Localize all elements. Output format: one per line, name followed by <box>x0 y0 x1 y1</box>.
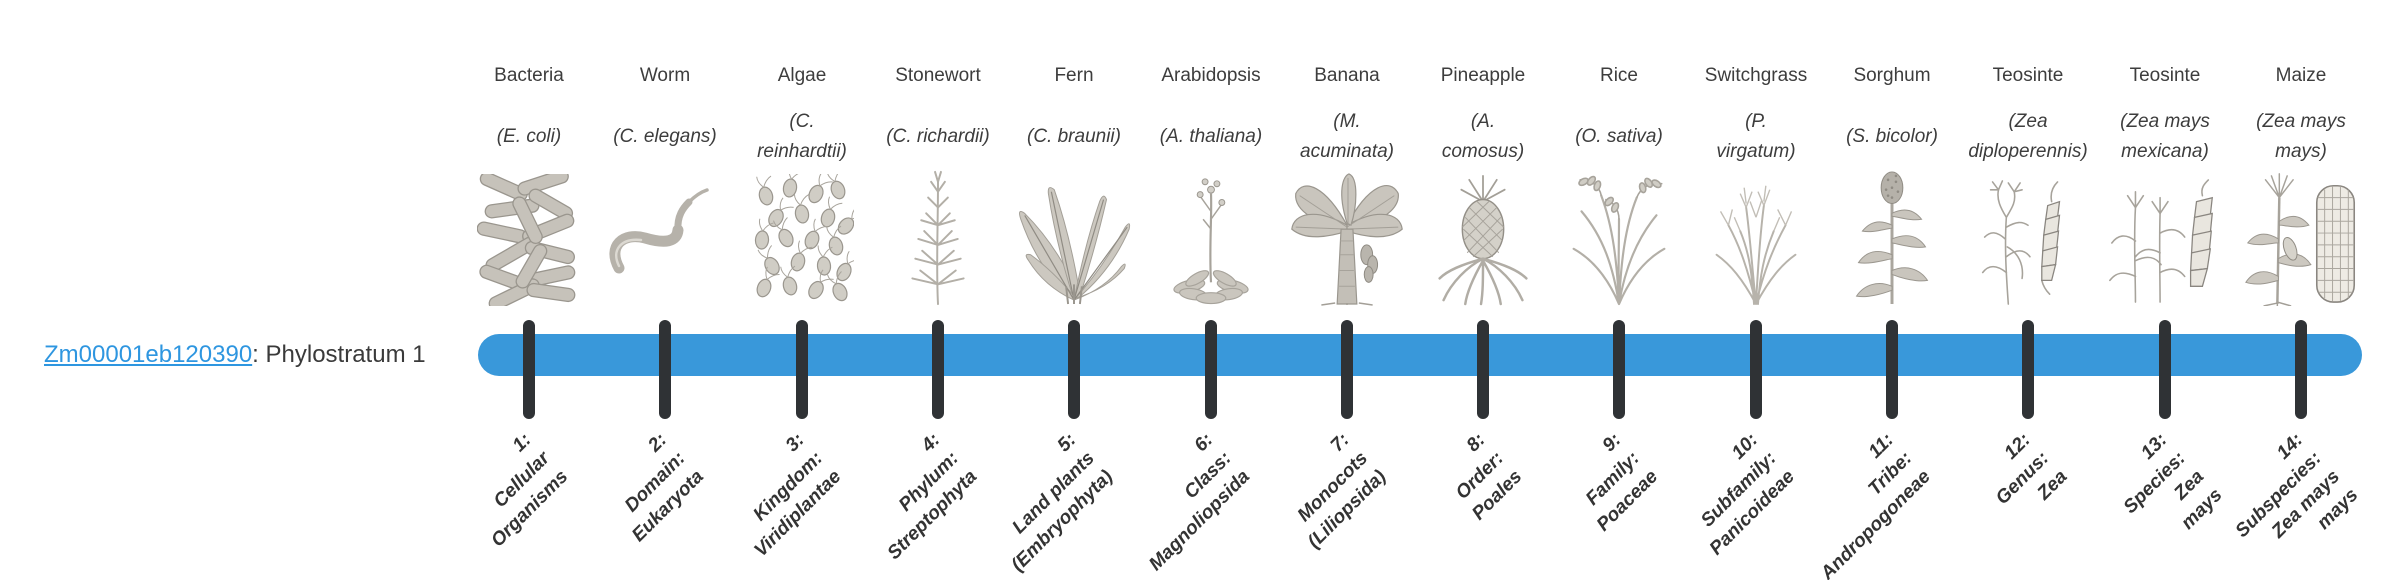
stratum-rank-label: 12: Genus: Zea <box>1991 429 2072 509</box>
stratum-rank-label: 14: Subspecies: Zea mays mays <box>2231 429 2363 543</box>
sorghum-icon <box>1824 166 1960 306</box>
organism-scientific-name: (C. braunii) <box>1027 126 1121 147</box>
organism-common-name: Sorghum <box>1853 65 1931 86</box>
organism-scientific-name: (C. elegans) <box>613 126 717 147</box>
switchgrass-icon <box>1688 166 1824 306</box>
organism-scientific-name: (A. comosus) <box>1441 111 1525 162</box>
stratum-tick <box>1477 320 1489 419</box>
stratum-rank-label: 2: Domain: Eukaryota <box>621 429 709 546</box>
organism-common-name: Fern <box>1054 65 1094 86</box>
pineapple-icon <box>1415 166 1551 306</box>
stratum-column: Fern (C. braunii) 5: Land plants (Embryo… <box>1006 0 1142 580</box>
stratum-column: Stonewort (C. richardii) 4: Phylum: Stre… <box>870 0 1006 580</box>
fern-icon <box>1006 166 1142 306</box>
stratum-column: Worm (C. elegans) 2: Domain: Eukaryota <box>597 0 733 580</box>
organism-common-name: Maize <box>2275 65 2327 86</box>
worm-icon <box>597 166 733 306</box>
stratum-rank-label: 10: Subfamily: Panicoideae <box>1697 429 1800 560</box>
stratum-tick <box>1886 320 1898 419</box>
organism-common-name: Arabidopsis <box>1161 65 1261 86</box>
stratum-column: Pineapple (A. comosus) 8: Order: Poales <box>1415 0 1551 580</box>
organism-common-name: Switchgrass <box>1704 65 1808 86</box>
organism-scientific-name: (P. virgatum) <box>1716 111 1796 162</box>
organism-scientific-name: (A. thaliana) <box>1159 126 1263 147</box>
organism-common-name: Algae <box>777 65 827 86</box>
stratum-tick <box>2159 320 2171 419</box>
teosinte-diploperennis-icon <box>1960 166 2096 306</box>
arabidopsis-icon <box>1143 166 1279 306</box>
organism-common-name: Teosinte <box>1992 65 2064 86</box>
organism-scientific-name: (E. coli) <box>496 126 562 147</box>
stratum-rank-label: 7: Monocots (Liliopsida) <box>1293 429 1391 553</box>
rice-icon <box>1551 166 1687 306</box>
organism-scientific-name: (Zea mays mexicana) <box>2120 111 2210 162</box>
stratum-column: Banana (M. acuminata) 7: Monocots (Lilio… <box>1279 0 1415 580</box>
organism-scientific-name: (C. reinhardtii) <box>757 111 847 162</box>
stratum-column: Sorghum (S. bicolor) 11: Tribe: Andropog… <box>1817 0 1960 580</box>
organism-common-name: Pineapple <box>1440 65 1526 86</box>
banana-icon <box>1279 166 1415 306</box>
stratum-tick <box>2295 320 2307 419</box>
stratum-column: Rice (O. sativa) 9: Family: Poaceae <box>1551 0 1687 580</box>
stratum-tick <box>1750 320 1762 419</box>
stratum-rank-label: 13: Species: Zea mays <box>2119 429 2227 534</box>
stratum-column: Teosinte (Zea diploperennis) 12: Genus: … <box>1960 0 2096 580</box>
stratum-tick <box>2022 320 2034 419</box>
organism-scientific-name: (Zea mays mays) <box>2256 111 2346 162</box>
organism-scientific-name: (S. bicolor) <box>1846 126 1938 147</box>
stratum-column: Maize (Zea mays mays) 14: Subspecies: Ze… <box>2232 0 2369 580</box>
teosinte-mexicana-icon <box>2097 166 2233 306</box>
stonewort-icon <box>870 166 1006 306</box>
stratum-rank-label: 1: Cellular Organisms <box>486 429 573 552</box>
organism-scientific-name: (M. acuminata) <box>1300 111 1394 162</box>
stratum-column: Switchgrass (P. virgatum) 10: Subfamily:… <box>1688 0 1824 580</box>
stratum-tick <box>1613 320 1625 419</box>
phylostratum-text: : Phylostratum 1 <box>252 341 426 368</box>
gene-link[interactable]: Zm00001eb120390 <box>44 341 253 368</box>
stratum-tick <box>523 320 535 419</box>
organism-common-name: Stonewort <box>895 65 981 86</box>
stratum-tick <box>1341 320 1353 419</box>
timeline-bar <box>478 334 2362 376</box>
organism-common-name: Rice <box>1599 65 1638 86</box>
organism-scientific-name: (C. richardii) <box>886 126 990 147</box>
bacteria-icon <box>461 166 597 306</box>
stratum-rank-label: 8: Order: Poales <box>1451 429 1527 525</box>
stratum-tick <box>659 320 671 419</box>
organism-scientific-name: (Zea diploperennis) <box>1968 111 2088 162</box>
stratum-tick <box>796 320 808 419</box>
stratum-tick <box>932 320 944 419</box>
stratum-column: Bacteria (E. coli) 1: Cellular Organisms <box>461 0 597 580</box>
organism-scientific-name: (O. sativa) <box>1575 126 1663 147</box>
organism-common-name: Banana <box>1314 65 1380 86</box>
stratum-column: Algae (C. reinhardtii) 3: Kingdom: Virid… <box>734 0 870 580</box>
stratum-column: Arabidopsis (A. thaliana) 6: Class: Magn… <box>1143 0 1279 580</box>
gene-label: Zm00001eb120390: Phylostratum 1 <box>44 339 426 371</box>
algae-icon <box>734 166 870 306</box>
organism-common-name: Worm <box>639 65 691 86</box>
organism-common-name: Bacteria <box>494 65 564 86</box>
stratum-tick <box>1205 320 1217 419</box>
stratum-column: Teosinte (Zea mays mexicana) 13: Species… <box>2097 0 2233 580</box>
organism-common-name: Teosinte <box>2129 65 2201 86</box>
stratum-rank-label: 9: Family: Poaceae <box>1581 429 1663 536</box>
stratum-tick <box>1068 320 1080 419</box>
maize-icon <box>2233 166 2369 306</box>
